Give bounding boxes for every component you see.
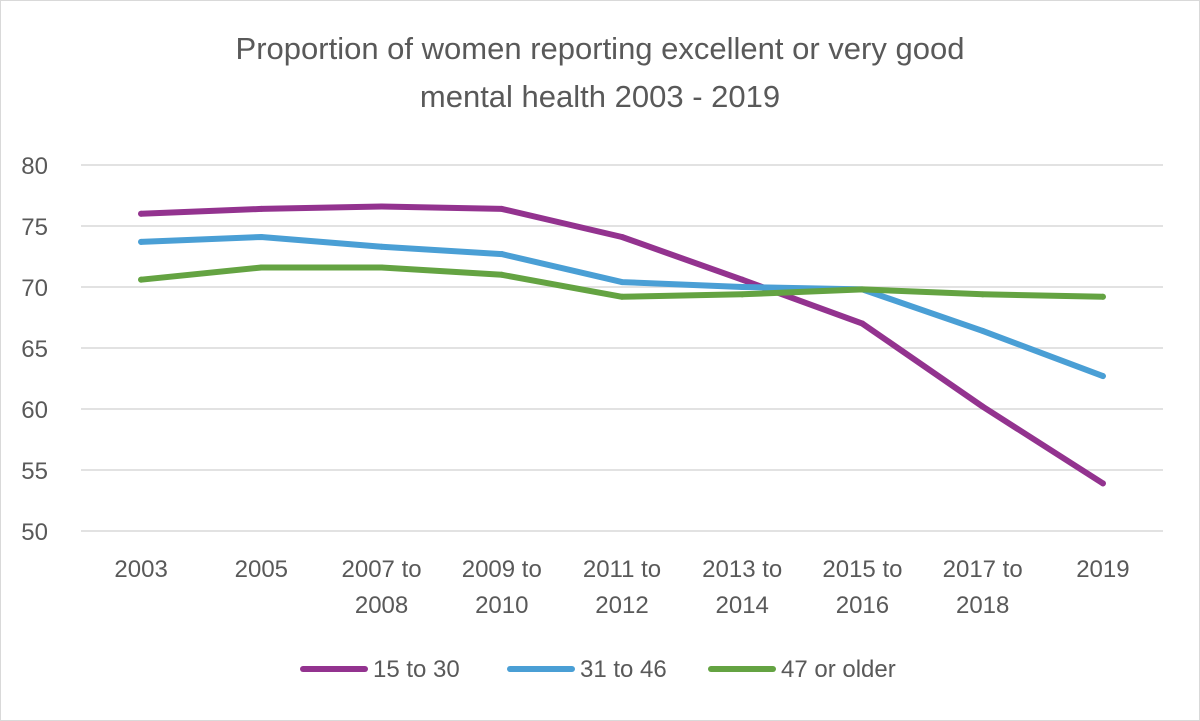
data-point bbox=[619, 279, 625, 286]
data-point bbox=[138, 238, 145, 245]
y-tick-label: 80 bbox=[21, 153, 48, 180]
y-tick-label: 50 bbox=[21, 519, 48, 546]
chart-title: Proportion of women reporting excellent … bbox=[236, 31, 965, 114]
data-point bbox=[1099, 480, 1106, 487]
y-tick-label: 75 bbox=[21, 214, 48, 241]
data-point bbox=[619, 233, 625, 240]
y-tick-label: 70 bbox=[21, 275, 48, 302]
chart-title-line: Proportion of women reporting excellent … bbox=[236, 31, 965, 66]
data-point bbox=[979, 327, 986, 334]
data-point bbox=[739, 284, 746, 290]
x-tick-label: 2007 to bbox=[342, 556, 422, 583]
data-point bbox=[859, 286, 866, 293]
x-tick-label: 2018 bbox=[956, 592, 1009, 619]
x-tick-label: 2003 bbox=[114, 556, 167, 583]
data-point bbox=[1099, 373, 1106, 380]
data-point bbox=[378, 203, 385, 210]
data-point bbox=[498, 271, 505, 278]
x-tick-label: 2012 bbox=[595, 592, 648, 619]
data-point bbox=[979, 403, 986, 410]
y-tick-label: 55 bbox=[21, 458, 48, 485]
x-tick-label: 2011 to bbox=[583, 556, 661, 583]
x-tick-label: 2014 bbox=[716, 592, 769, 619]
data-point bbox=[378, 243, 385, 250]
x-axis-ticks: 2003 2005 2007 to 2008 2009 to 2010 2011 to 201… bbox=[114, 556, 1129, 619]
data-point bbox=[619, 293, 625, 300]
data-point bbox=[979, 291, 986, 298]
x-tick-label: 2017 to bbox=[943, 556, 1023, 583]
data-point bbox=[138, 210, 145, 217]
data-point bbox=[859, 320, 866, 327]
data-point bbox=[498, 205, 505, 212]
gridlines bbox=[81, 164, 1163, 532]
chart-title-line: mental health 2003 - 2019 bbox=[420, 79, 780, 114]
series-line-1 bbox=[138, 203, 1106, 487]
data-point bbox=[258, 264, 265, 271]
x-tick-label: 2013 to bbox=[702, 556, 782, 583]
x-tick-label: 2009 to bbox=[462, 556, 542, 583]
series-line-2 bbox=[138, 234, 1106, 380]
data-point bbox=[1099, 293, 1106, 300]
data-point bbox=[258, 205, 265, 212]
data-point bbox=[739, 276, 746, 283]
legend-label: 47 or older bbox=[781, 656, 896, 683]
legend-label: 15 to 30 bbox=[373, 656, 460, 683]
data-point bbox=[498, 251, 505, 258]
x-tick-label: 2019 bbox=[1076, 556, 1129, 583]
y-tick-label: 60 bbox=[21, 397, 48, 424]
y-axis-ticks: 50 55 60 65 70 75 80 bbox=[21, 153, 48, 546]
data-point bbox=[258, 233, 265, 240]
x-tick-label: 2005 bbox=[235, 556, 288, 583]
legend-label: 31 to 46 bbox=[580, 656, 667, 683]
x-tick-label: 2015 to bbox=[822, 556, 902, 583]
x-tick-label: 2010 bbox=[475, 592, 528, 619]
x-tick-label: 2008 bbox=[355, 592, 408, 619]
data-point bbox=[378, 264, 385, 271]
data-point bbox=[138, 276, 145, 283]
series-lines bbox=[138, 203, 1106, 487]
legend: 15 to 30 31 to 46 47 or older bbox=[300, 656, 896, 683]
data-point bbox=[739, 291, 746, 298]
x-tick-label: 2016 bbox=[836, 592, 889, 619]
y-tick-label: 65 bbox=[21, 336, 48, 363]
